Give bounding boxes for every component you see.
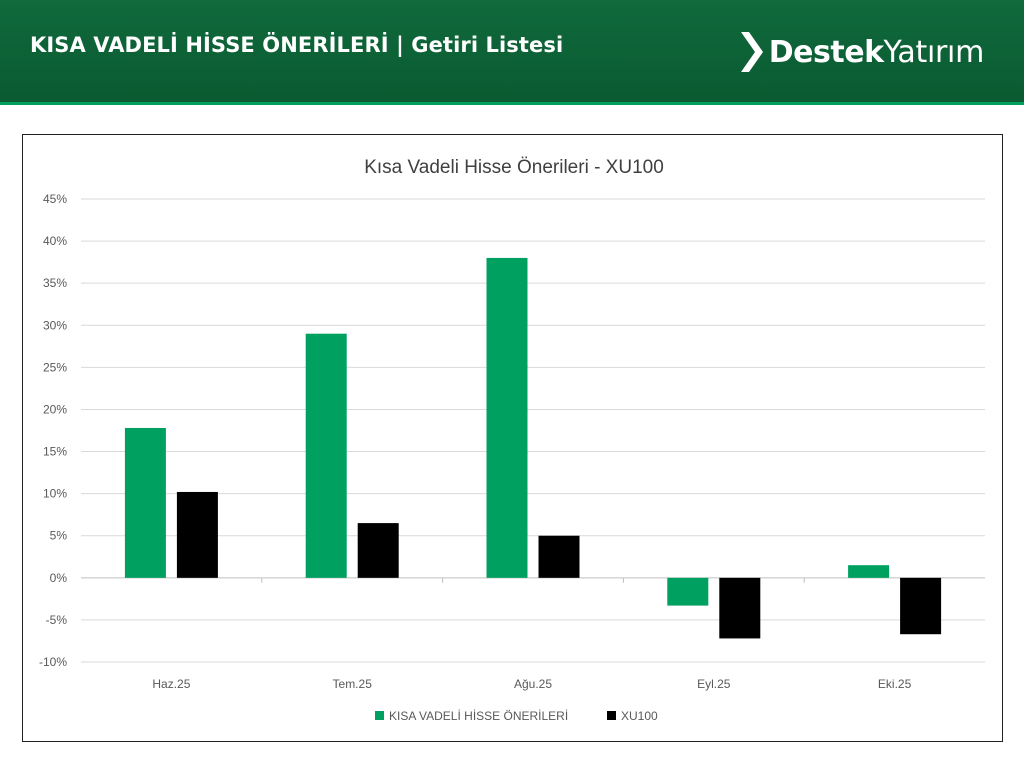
legend-label-0: KISA VADELİ HİSSE ÖNERİLERİ	[389, 709, 568, 723]
x-tick-label: Ağu.25	[514, 677, 552, 691]
y-tick-label: 25%	[43, 360, 67, 374]
brand-logo: Destek Yatırım	[739, 28, 984, 76]
x-tick-label: Eyl.25	[697, 677, 731, 691]
bar-xu100-3	[719, 577, 761, 639]
y-tick-label: 10%	[43, 487, 67, 501]
bar-kisa-vadeli-4	[848, 565, 890, 578]
y-tick-label: 15%	[43, 445, 67, 459]
bar-xu100-0	[176, 491, 218, 578]
chart-title: Kısa Vadeli Hisse Önerileri - XU100	[364, 157, 664, 178]
y-tick-label: -5%	[46, 613, 68, 627]
bar-kisa-vadeli-1	[305, 333, 347, 578]
legend-label-1: XU100	[621, 709, 658, 723]
y-tick-label: -10%	[39, 655, 67, 669]
x-tick-label: Haz.25	[152, 677, 190, 691]
y-tick-label: 5%	[50, 529, 68, 543]
y-tick-label: 30%	[43, 318, 67, 332]
legend-swatch-0	[375, 711, 384, 720]
bar-chart: Kısa Vadeli Hisse Önerileri - XU100 -10%…	[39, 157, 985, 723]
chevron-logo-icon	[740, 32, 763, 72]
chart-frame: Kısa Vadeli Hisse Önerileri - XU100 -10%…	[22, 134, 1003, 742]
y-tick-label: 40%	[43, 234, 67, 248]
bar-xu100-2	[538, 535, 580, 578]
x-tick-label: Tem.25	[333, 677, 373, 691]
page-title: KISA VADELİ HİSSE ÖNERİLERİ | Getiri Lis…	[30, 33, 564, 57]
bar-xu100-4	[900, 577, 942, 635]
y-tick-label: 20%	[43, 402, 67, 416]
bar-xu100-1	[357, 523, 399, 578]
y-tick-label: 35%	[43, 276, 67, 290]
x-tick-label: Eki.25	[878, 677, 912, 691]
y-tick-label: 0%	[50, 571, 68, 585]
brand-name-strong: Destek	[768, 34, 884, 70]
header-banner: KISA VADELİ HİSSE ÖNERİLERİ | Getiri Lis…	[0, 0, 1024, 105]
legend-swatch-1	[607, 711, 616, 720]
bar-kisa-vadeli-3	[667, 577, 709, 606]
brand-name-light: Yatırım	[883, 34, 985, 70]
bar-kisa-vadeli-0	[124, 427, 166, 578]
bar-kisa-vadeli-2	[486, 257, 528, 578]
y-tick-label: 45%	[43, 192, 67, 206]
